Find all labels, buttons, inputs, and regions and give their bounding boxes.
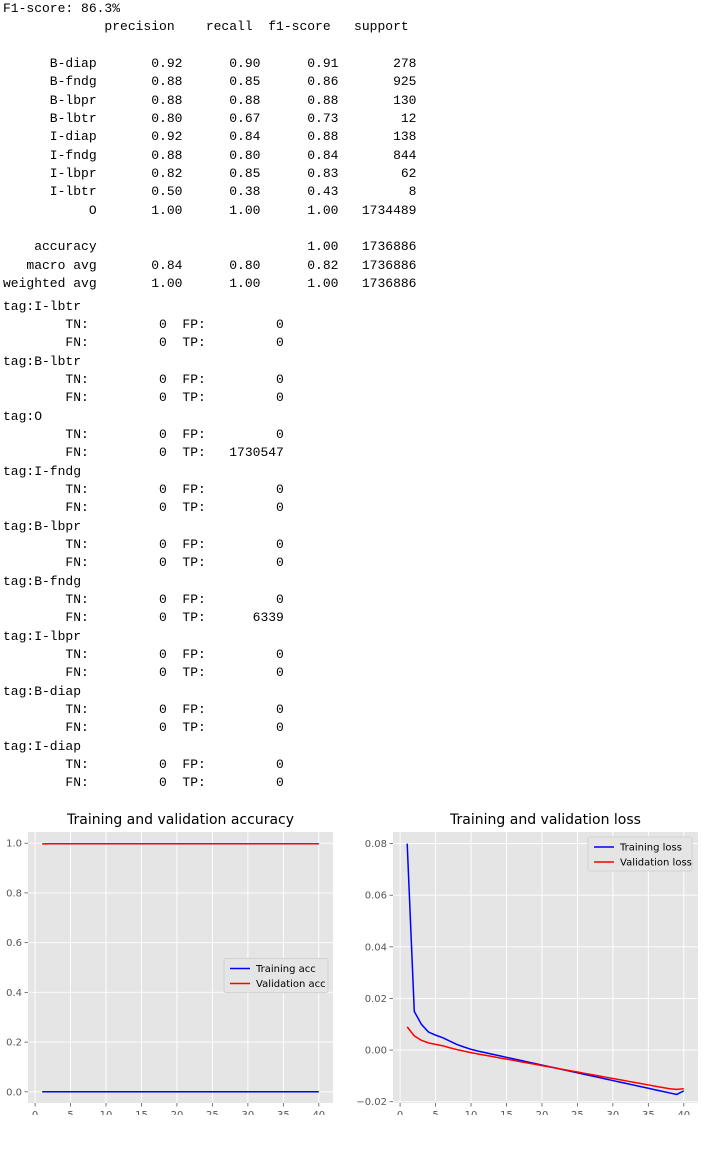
- fn-tp-line: FN: 0 TP: 0: [3, 390, 284, 406]
- x-tick-label: 20: [171, 1110, 184, 1115]
- fn-tp-line: FN: 0 TP: 0: [3, 555, 284, 571]
- tag-label: tag:I-lbpr: [3, 628, 82, 644]
- legend-label: Training acc: [255, 964, 316, 975]
- plot-area: [393, 832, 698, 1103]
- report-row: I-lbpr 0.82 0.85 0.83 62: [3, 166, 417, 182]
- x-tick-label: 25: [571, 1110, 584, 1115]
- series-line-validation-loss: [406, 1026, 684, 1091]
- tn-fp-line: TN: 0 FP: 0: [3, 702, 284, 718]
- report-row: I-lbtr 0.50 0.38 0.43 8: [3, 184, 417, 200]
- legend-label: Validation acc: [256, 979, 326, 990]
- tn-fp-line: TN: 0 FP: 0: [3, 481, 284, 497]
- x-tick-label: 15: [500, 1110, 513, 1115]
- tn-fp-line: TN: 0 FP: 0: [3, 371, 284, 387]
- x-tick-label: 40: [677, 1110, 690, 1115]
- x-tick-label: 35: [277, 1110, 290, 1115]
- tn-fp-line: TN: 0 FP: 0: [3, 426, 284, 442]
- y-tick-label: 0.06: [365, 891, 387, 902]
- report-row: I-fndg 0.88 0.80 0.84 844: [3, 147, 417, 163]
- tag-label: tag:B-diap: [3, 683, 82, 699]
- report-summary-row: accuracy 1.00 1736886: [3, 239, 417, 255]
- fn-tp-line: FN: 0 TP: 6339: [3, 610, 284, 626]
- report-row: B-lbtr 0.80 0.67 0.73 12: [3, 111, 417, 127]
- y-tick-label: 0.8: [6, 888, 22, 899]
- tn-fp-line: TN: 0 FP: 0: [3, 757, 284, 773]
- y-tick-label: 0.08: [365, 839, 387, 850]
- loss-chart: Training and validation loss 0 5 10 15 20 25 30…: [357, 812, 698, 1115]
- report-row: O 1.00 1.00 1.00 1734489: [3, 202, 417, 218]
- tag-label: tag:B-lbtr: [3, 353, 82, 369]
- tn-fp-line: TN: 0 FP: 0: [3, 536, 284, 552]
- report-row: I-diap 0.92 0.84 0.88 138: [3, 129, 417, 145]
- fn-tp-line: FN: 0 TP: 0: [3, 775, 284, 791]
- x-tick-label: 15: [135, 1110, 148, 1115]
- tag-label: tag:O: [3, 408, 43, 424]
- report-row: B-fndg 0.88 0.85 0.86 925: [3, 74, 417, 90]
- y-tick-label: 0.04: [365, 942, 387, 953]
- tag-label: tag:B-lbpr: [3, 518, 82, 534]
- legend-label: Training loss: [619, 843, 682, 854]
- fn-tp-line: FN: 0 TP: 0: [3, 335, 284, 351]
- y-tick-label: 0.02: [365, 994, 387, 1005]
- tag-label: tag:I-fndg: [3, 463, 82, 479]
- fn-tp-line: FN: 0 TP: 0: [3, 500, 284, 516]
- chart-title: Training and validation loss: [449, 812, 641, 828]
- report-summary-row: weighted avg 1.00 1.00 1.00 1736886: [3, 276, 417, 292]
- tn-fp-line: TN: 0 FP: 0: [3, 647, 284, 663]
- y-tick-label: 0.0: [6, 1087, 22, 1098]
- legend-label: Validation loss: [620, 858, 692, 869]
- y-tick-label: 1.0: [6, 839, 22, 850]
- y-tick-label: −0.02: [357, 1097, 387, 1108]
- fn-tp-line: FN: 0 TP: 0: [3, 665, 284, 681]
- fn-tp-line: FN: 0 TP: 1730547: [3, 445, 284, 461]
- x-tick-label: 40: [312, 1110, 325, 1115]
- y-tick-label: 0.6: [6, 938, 22, 949]
- x-tick-label: 20: [536, 1110, 549, 1115]
- x-tick-label: 10: [100, 1110, 113, 1115]
- x-tick-label: 25: [206, 1110, 219, 1115]
- x-tick-label: 30: [607, 1110, 620, 1115]
- x-tick-label: 0: [397, 1110, 403, 1115]
- tn-fp-line: TN: 0 FP: 0: [3, 592, 284, 607]
- tag-label: tag:I-lbtr: [3, 298, 82, 314]
- x-tick-label: 0: [32, 1110, 38, 1115]
- x-tick-label: 35: [642, 1110, 655, 1115]
- tag-label: tag:B-fndg: [3, 573, 82, 589]
- y-tick-label: 0.2: [6, 1038, 22, 1049]
- classification-report: F1-score: 86.3% precision recall f1-scor…: [3, 0, 416, 793]
- accuracy-chart: Training and validation accuracy 0 5 10 15 20…: [6, 812, 333, 1115]
- x-tick-label: 30: [242, 1110, 255, 1115]
- f1-score-line: F1-score: 86.3%: [3, 1, 121, 16]
- tag-label: tag:I-diap: [3, 738, 82, 754]
- y-tick-label: 0.4: [6, 988, 22, 999]
- fn-tp-line: FN: 0 TP: 0: [3, 720, 284, 736]
- y-tick-label: 0.00: [365, 1046, 387, 1057]
- tn-fp-line: TN: 0 FP: 0: [3, 316, 284, 332]
- x-tick-label: 5: [67, 1110, 73, 1115]
- report-header: precision recall f1-score support: [3, 19, 409, 35]
- report-row: B-lbpr 0.88 0.88 0.88 130: [3, 92, 417, 108]
- report-summary-row: macro avg 0.84 0.80 0.82 1736886: [3, 257, 417, 273]
- x-tick-label: 5: [432, 1110, 438, 1115]
- chart-title: Training and validation accuracy: [66, 812, 294, 828]
- x-tick-label: 10: [465, 1110, 478, 1115]
- report-row: B-diap 0.92 0.90 0.91 278: [3, 56, 417, 72]
